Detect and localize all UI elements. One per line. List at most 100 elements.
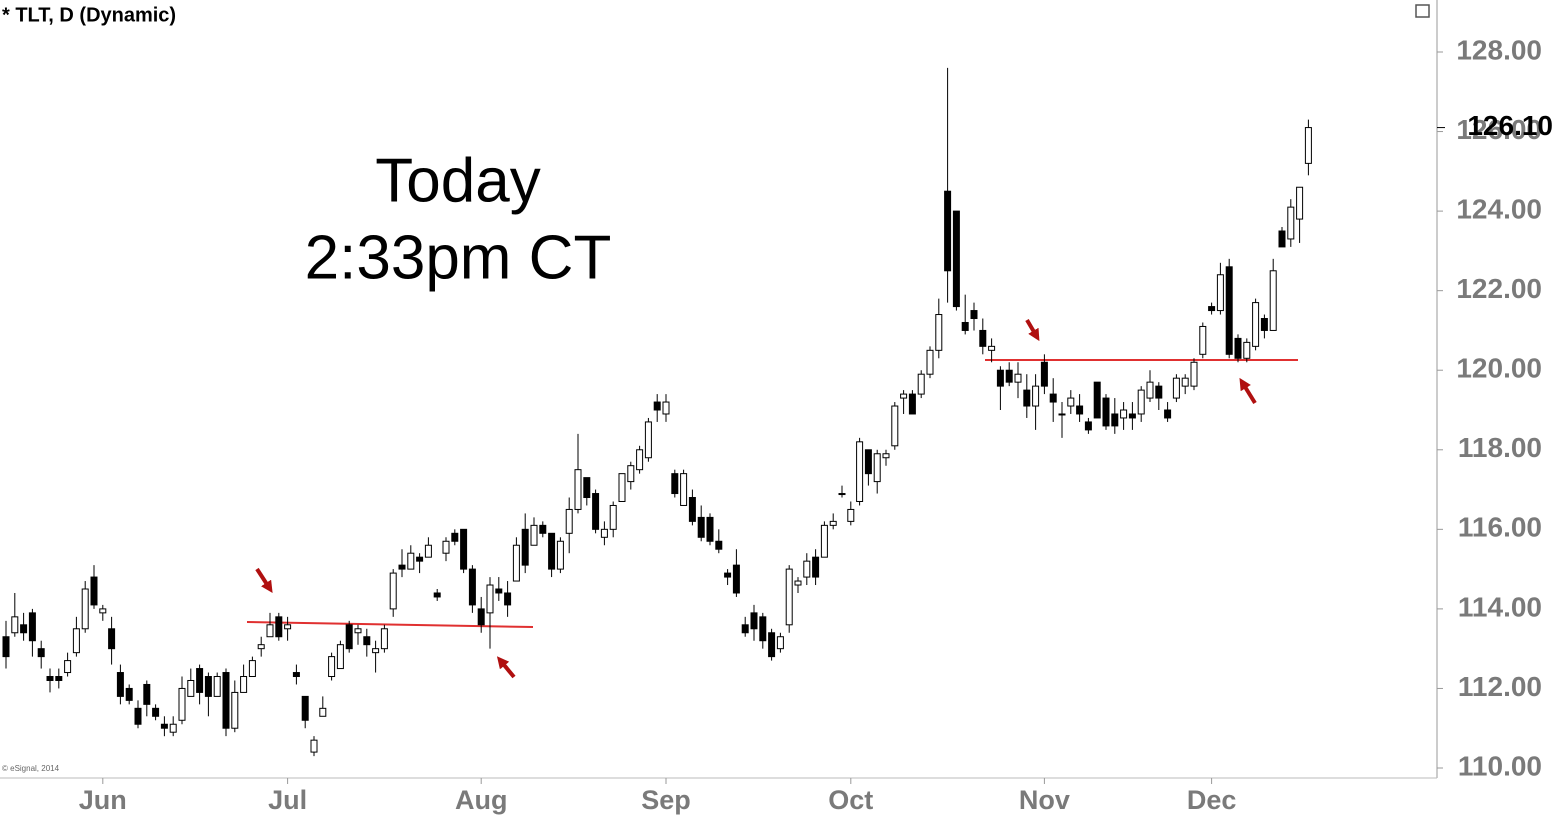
candle-body <box>310 739 318 753</box>
candle-body <box>996 369 1004 387</box>
candle-body <box>468 568 476 606</box>
candle-body <box>248 660 256 678</box>
candle-body <box>1199 325 1207 355</box>
candle-body <box>829 520 837 526</box>
candle-body <box>732 564 740 594</box>
candle-body <box>152 707 160 717</box>
candle-body <box>961 321 969 331</box>
candle-body <box>776 636 784 650</box>
x-tick-label: Sep <box>641 785 691 815</box>
candle-body <box>1260 318 1268 331</box>
candle-body <box>1128 413 1136 419</box>
candle-body <box>521 528 529 566</box>
candle-body <box>952 210 960 308</box>
candle-body <box>292 672 300 678</box>
arrow <box>496 656 516 679</box>
candle-body <box>1049 393 1057 403</box>
y-tick-label: 112.00 <box>1458 671 1542 702</box>
candle-body <box>213 676 221 697</box>
candle-body <box>935 314 943 351</box>
candle-body <box>794 580 802 586</box>
candle-body <box>442 540 450 554</box>
candle-body <box>28 612 36 642</box>
candle-body <box>1014 373 1022 383</box>
candle-body <box>1137 389 1145 415</box>
candle-body <box>715 540 723 550</box>
candle-body <box>1172 377 1180 399</box>
candle-body <box>187 679 195 697</box>
candle-body <box>451 532 459 542</box>
candle-body <box>81 588 89 630</box>
candle-body <box>838 493 846 496</box>
candle-body <box>680 473 688 506</box>
candle-body <box>1005 369 1013 383</box>
candle-body <box>609 504 617 530</box>
candle-body <box>134 707 142 725</box>
candle-body <box>697 516 705 538</box>
candle-body <box>1120 409 1128 419</box>
candle-body <box>662 401 670 415</box>
candle-body <box>380 628 388 650</box>
candle-body <box>1102 397 1110 427</box>
candle-body <box>1023 389 1031 407</box>
candle-body <box>231 691 239 729</box>
candle-body <box>1067 397 1075 407</box>
candle-body <box>530 524 538 546</box>
candle-body <box>750 612 758 630</box>
candle-body <box>926 349 934 375</box>
y-tick-label: 122.00 <box>1456 273 1542 304</box>
y-tick-label: 126.00 <box>1456 114 1542 145</box>
candle-body <box>116 672 124 697</box>
candle-body <box>1304 127 1312 164</box>
candle-body <box>706 516 714 542</box>
candle-body <box>565 508 573 534</box>
candle-body <box>1155 385 1163 399</box>
candle-body <box>583 477 591 499</box>
y-tick-label: 120.00 <box>1456 353 1542 384</box>
candle-body <box>644 421 652 459</box>
candle-body <box>1278 230 1286 248</box>
candle-body <box>169 723 177 733</box>
candle-body <box>688 497 696 522</box>
copyright: © eSignal, 2014 <box>2 764 60 773</box>
arrow <box>255 567 273 594</box>
candle-body <box>363 636 371 646</box>
x-tick-label: Nov <box>1019 785 1070 815</box>
candle-body <box>592 493 600 530</box>
candle-body <box>812 556 820 578</box>
candle-body <box>873 453 881 483</box>
y-tick-label: 110.00 <box>1458 750 1542 781</box>
y-tick-label: 124.00 <box>1456 194 1542 225</box>
candle-body <box>240 676 248 693</box>
candle-body <box>196 668 204 693</box>
candle-body <box>1287 206 1295 240</box>
candle-body <box>160 723 168 729</box>
candle-body <box>460 528 468 570</box>
candle-body <box>556 540 564 570</box>
candle-body <box>724 572 732 578</box>
candle-body <box>424 544 432 558</box>
candle-body <box>1181 377 1189 387</box>
candle-body <box>803 560 811 578</box>
candle-body <box>653 401 661 411</box>
candle-body <box>407 552 415 570</box>
x-tick-label: Jul <box>268 785 307 815</box>
candle-body <box>99 608 107 614</box>
candle-body <box>1084 421 1092 431</box>
candle-body <box>486 584 494 614</box>
candle-body <box>90 576 98 606</box>
arrow <box>1239 377 1257 405</box>
candle-body <box>257 644 265 650</box>
candle-body <box>539 524 547 534</box>
candle-body <box>548 532 556 570</box>
y-tick-label: 128.00 <box>1456 34 1542 65</box>
annotation: Today <box>375 146 540 215</box>
window-icon[interactable] <box>1415 4 1430 18</box>
candle-body <box>20 624 28 634</box>
candle-body <box>627 465 635 483</box>
candle-body <box>1040 361 1048 387</box>
candle-body <box>1111 413 1119 427</box>
candle-body <box>125 687 133 701</box>
candle-body <box>37 648 45 658</box>
candle-body <box>55 676 63 681</box>
